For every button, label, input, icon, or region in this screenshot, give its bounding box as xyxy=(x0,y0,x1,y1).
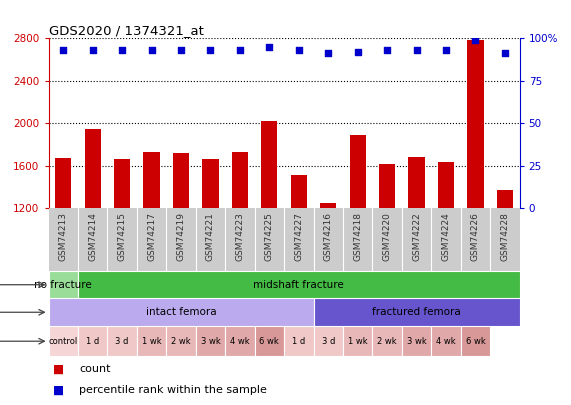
Text: 1 d: 1 d xyxy=(292,337,305,346)
Bar xyxy=(78,326,107,356)
Text: GSM74214: GSM74214 xyxy=(88,212,97,261)
Text: 6 wk: 6 wk xyxy=(465,337,485,346)
Text: count: count xyxy=(79,364,111,375)
Bar xyxy=(497,190,513,208)
Text: GSM74220: GSM74220 xyxy=(383,212,392,261)
Bar xyxy=(55,158,71,208)
Text: 2 wk: 2 wk xyxy=(171,337,191,346)
Bar xyxy=(166,326,196,356)
Text: GSM74226: GSM74226 xyxy=(471,212,480,261)
Text: 3 wk: 3 wk xyxy=(200,337,220,346)
Bar xyxy=(114,159,130,208)
Point xyxy=(206,47,215,53)
Text: 4 wk: 4 wk xyxy=(436,337,456,346)
Bar xyxy=(402,326,431,356)
Bar xyxy=(107,326,137,356)
Text: GSM74224: GSM74224 xyxy=(441,212,451,261)
Point xyxy=(147,47,156,53)
Text: fractured femora: fractured femora xyxy=(372,307,461,317)
Text: GSM74225: GSM74225 xyxy=(265,212,274,261)
Bar xyxy=(372,326,402,356)
Point xyxy=(265,43,274,50)
Text: 4 wk: 4 wk xyxy=(230,337,250,346)
Text: 3 d: 3 d xyxy=(115,337,129,346)
Text: GSM74221: GSM74221 xyxy=(206,212,215,261)
Point xyxy=(294,47,303,53)
Point xyxy=(471,36,480,43)
Text: GSM74227: GSM74227 xyxy=(294,212,303,261)
Bar xyxy=(225,326,255,356)
Bar xyxy=(255,326,284,356)
Text: GSM74213: GSM74213 xyxy=(59,212,68,261)
Point xyxy=(324,50,333,57)
Text: GSM74218: GSM74218 xyxy=(353,212,362,261)
Text: GSM74219: GSM74219 xyxy=(176,212,186,261)
Bar xyxy=(284,326,313,356)
Bar xyxy=(85,130,101,208)
Point xyxy=(383,47,392,53)
Point xyxy=(441,47,451,53)
Text: 1 wk: 1 wk xyxy=(348,337,368,346)
Point xyxy=(118,47,127,53)
Text: intact femora: intact femora xyxy=(146,307,216,317)
Bar xyxy=(461,326,490,356)
Bar xyxy=(49,271,78,298)
Text: midshaft fracture: midshaft fracture xyxy=(254,280,344,290)
Bar xyxy=(431,326,461,356)
Point xyxy=(500,50,509,57)
Point xyxy=(353,49,362,55)
Bar xyxy=(49,326,78,356)
Text: GSM74222: GSM74222 xyxy=(412,212,421,261)
Text: 2 wk: 2 wk xyxy=(377,337,397,346)
Text: GSM74223: GSM74223 xyxy=(235,212,244,261)
Bar xyxy=(408,157,425,208)
Bar xyxy=(438,162,454,208)
Point xyxy=(59,47,68,53)
Text: control: control xyxy=(49,337,78,346)
Text: GSM74216: GSM74216 xyxy=(324,212,333,261)
Bar xyxy=(232,152,248,208)
Text: GDS2020 / 1374321_at: GDS2020 / 1374321_at xyxy=(49,24,203,37)
Text: GSM74228: GSM74228 xyxy=(500,212,509,261)
Point xyxy=(88,47,97,53)
Text: ■: ■ xyxy=(53,384,65,396)
Bar xyxy=(343,326,372,356)
Bar xyxy=(379,164,395,208)
Bar xyxy=(49,298,313,326)
Text: GSM74217: GSM74217 xyxy=(147,212,156,261)
Bar xyxy=(262,121,278,208)
Bar xyxy=(202,159,219,208)
Point xyxy=(412,47,421,53)
Bar xyxy=(143,152,160,208)
Text: 1 d: 1 d xyxy=(86,337,99,346)
Bar xyxy=(291,175,307,208)
Text: GSM74215: GSM74215 xyxy=(118,212,127,261)
Bar xyxy=(137,326,166,356)
Text: ■: ■ xyxy=(53,363,65,376)
Text: percentile rank within the sample: percentile rank within the sample xyxy=(79,385,267,395)
Bar xyxy=(313,326,343,356)
Bar xyxy=(196,326,225,356)
Point xyxy=(235,47,244,53)
Text: 6 wk: 6 wk xyxy=(259,337,279,346)
Text: no fracture: no fracture xyxy=(34,280,92,290)
Text: 3 wk: 3 wk xyxy=(407,337,427,346)
Text: 1 wk: 1 wk xyxy=(142,337,162,346)
Bar xyxy=(313,298,520,326)
Bar xyxy=(173,153,189,208)
Text: 3 d: 3 d xyxy=(321,337,335,346)
Bar xyxy=(349,135,366,208)
Bar xyxy=(320,203,336,208)
Bar xyxy=(467,40,484,208)
Point xyxy=(176,47,186,53)
